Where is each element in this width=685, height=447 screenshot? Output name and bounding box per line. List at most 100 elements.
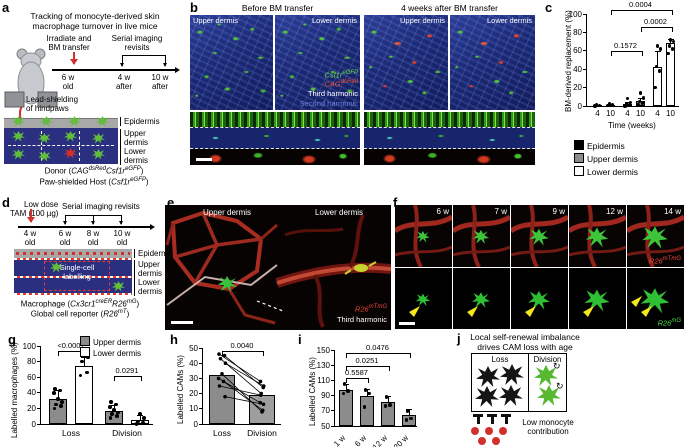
error-bar	[387, 396, 389, 403]
data-point	[624, 102, 629, 106]
tick-label: 20	[189, 389, 198, 399]
data-point	[53, 387, 57, 391]
low-monocyte-label: Low monocyte contribution	[522, 418, 574, 437]
timepoint-4w-after: 4 w after	[115, 73, 132, 92]
panel-i-label: i	[298, 332, 302, 347]
axis-tick	[37, 376, 41, 378]
loss-header: Loss	[491, 355, 509, 364]
panel-a-label: a	[2, 0, 10, 15]
tick-label: 50	[189, 343, 198, 353]
timelapse-frame-macrophage	[395, 268, 452, 329]
axis-tick	[331, 379, 335, 381]
x-tick-label: 6 w	[353, 433, 369, 447]
data-point	[628, 100, 633, 105]
legend-swatch-lower	[80, 347, 90, 357]
data-point	[346, 389, 351, 393]
data-point	[112, 408, 116, 412]
header-after-transfer: 4 weeks after BM transfer	[401, 3, 498, 13]
bar	[49, 399, 67, 424]
cross-section-before	[190, 112, 360, 165]
data-point	[116, 410, 120, 415]
micrograph-after-lower: Lower dermis	[450, 15, 535, 110]
macrophage-cell	[12, 131, 25, 142]
layer-label-upper: Upper dermis	[134, 260, 162, 279]
tam-dose-line2: TAM (100 µg)	[10, 209, 59, 218]
data-point	[655, 44, 660, 48]
axis-tick	[583, 68, 587, 70]
data-point	[405, 409, 410, 413]
error-bar	[113, 404, 115, 411]
error-bar	[57, 390, 59, 400]
irradiate-label: Irradiate and BM transfer	[46, 34, 92, 53]
monocyte-icon	[485, 427, 493, 435]
data-point	[666, 51, 670, 56]
layer-label-lower: Lower dermis	[120, 147, 148, 166]
macrophage-cell	[64, 131, 77, 142]
data-point	[80, 359, 84, 364]
micrograph-label: Upper dermis	[399, 16, 445, 25]
x-tick-label: 4	[595, 109, 600, 118]
data-point	[362, 405, 367, 409]
tick-label: 20	[27, 403, 36, 413]
macrophage-cell	[38, 151, 51, 162]
scale-bar	[171, 321, 193, 324]
data-point	[86, 355, 90, 360]
error-bar-cap	[81, 356, 87, 358]
third-harmonic-label: Third harmonic	[336, 315, 387, 325]
error-bar-cap	[637, 97, 644, 99]
division-header: Division	[533, 355, 562, 364]
timelapse-frame-vessels: 9 w	[511, 205, 568, 267]
tick-label: 80	[27, 357, 36, 367]
axis-tick	[331, 410, 335, 412]
data-point	[114, 402, 118, 407]
panel-d: d Low dose TAM (100 µg) Serial imaging r…	[0, 195, 174, 330]
dying-macrophage	[499, 385, 523, 406]
vessel-frame-image	[569, 205, 626, 267]
x-tick-label: 1 w	[332, 433, 348, 447]
data-point	[384, 395, 389, 399]
division-arrow-icon: ↻	[553, 361, 561, 371]
data-point	[108, 405, 112, 409]
macrophage-cell	[12, 149, 25, 160]
significance-bracket	[610, 10, 673, 16]
error-bar	[657, 50, 658, 68]
tick-label: 30	[189, 373, 198, 383]
data-point	[134, 422, 139, 426]
revisit-arrow-2	[163, 55, 167, 67]
axis-tick	[37, 392, 41, 394]
axis-tick	[583, 31, 587, 33]
micrograph-before-upper: Upper dermis	[190, 15, 273, 110]
panel-j-label: j	[457, 331, 461, 346]
axis-tick	[199, 393, 203, 395]
data-point	[637, 99, 642, 104]
tick-label: 10	[189, 404, 198, 414]
j-title-line2: drives CAM loss with age	[477, 342, 573, 352]
axis-tick	[37, 361, 41, 363]
timepoint-4w: 4 w old	[23, 229, 37, 248]
axis-tick	[199, 377, 203, 379]
data-point	[78, 373, 83, 378]
x-tick-label: 4	[625, 109, 630, 118]
bar	[360, 396, 374, 426]
single-cell-box: Single-cell labelling	[44, 261, 110, 291]
g-legend: Upper dermis Lower dermis	[80, 336, 141, 358]
timeline-d	[18, 224, 155, 229]
error-bar	[83, 356, 85, 367]
legend-swatch-epidermis	[574, 140, 584, 150]
axis-tick	[199, 423, 203, 425]
legend-swatch-upper	[80, 336, 90, 346]
panel-a-title-line1: Tracking of monocyte-derived skin	[30, 11, 160, 21]
tick-label: 40	[189, 358, 198, 368]
tick-label: 80	[573, 27, 582, 37]
axis-tick	[331, 364, 335, 366]
timelapse-frame-vessels: 14 w R26mTmG	[627, 205, 684, 267]
macrophage-frame-image	[627, 268, 684, 329]
timelapse-frame-vessels: 12 w	[569, 205, 626, 267]
dying-macrophage	[476, 366, 500, 387]
error-bar-cap	[343, 384, 349, 386]
data-point	[342, 382, 347, 386]
layer-label-epidermis: Epidermis	[120, 117, 160, 127]
bar	[339, 390, 353, 426]
axis-tick	[331, 425, 335, 427]
